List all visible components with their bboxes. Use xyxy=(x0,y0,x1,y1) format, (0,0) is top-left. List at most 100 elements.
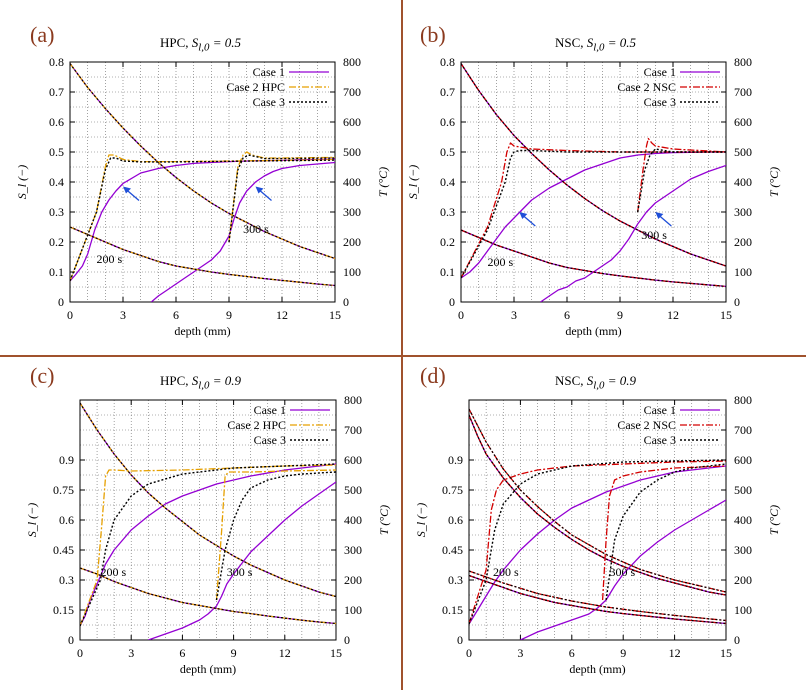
x-tick-label: 0 xyxy=(77,646,83,660)
x-axis-label: depth (mm) xyxy=(565,324,621,338)
title-prefix: HPC, xyxy=(160,373,189,388)
y2-tick-label: 300 xyxy=(734,205,752,219)
series-line-case-2-temperature-overlay xyxy=(461,63,726,267)
y-tick-label: 0.45 xyxy=(442,543,463,557)
y-tick-label: 0.6 xyxy=(49,115,64,129)
x-tick-label: 3 xyxy=(517,646,523,660)
legend-label: Case 1 xyxy=(644,403,676,417)
y-tick-label: 0.4 xyxy=(440,175,455,189)
y2-tick-label: 100 xyxy=(344,603,362,617)
y-tick-label: 0.2 xyxy=(49,235,64,249)
series-line-case-3-temperature-overlay xyxy=(461,63,726,267)
series-line-case-1 xyxy=(150,161,335,302)
y2-tick-label: 400 xyxy=(734,513,752,527)
series-line-case-1 xyxy=(520,499,726,640)
y-tick-label: 0.3 xyxy=(440,205,455,219)
y-axis-label: S_l (−) xyxy=(406,165,420,199)
series-line-case-2-hpc xyxy=(228,151,335,243)
panel-a-letter: (a) xyxy=(30,22,55,47)
series-line-case-3 xyxy=(215,471,336,601)
title-symbol: S xyxy=(191,373,199,388)
series-line-case-3-temperature-overlay xyxy=(461,229,726,287)
title-prefix: NSC, xyxy=(555,373,584,388)
time-annotation: 300 s xyxy=(227,565,253,579)
y2-tick-label: 0 xyxy=(734,295,740,309)
y2-tick-label: 500 xyxy=(734,145,752,159)
title-subscript: l,0 xyxy=(198,379,210,392)
series-line-case-3-temperature-overlay xyxy=(70,226,335,287)
annotation-arrowhead xyxy=(655,212,664,219)
y-tick-label: 0.75 xyxy=(53,483,74,497)
y-tick-label: 0.45 xyxy=(53,543,74,557)
series-group xyxy=(80,402,336,640)
y-tick-label: 0.8 xyxy=(49,55,64,69)
series-line-case-3 xyxy=(461,149,726,279)
legend-label: Case 3 xyxy=(254,433,286,447)
y2-tick-label: 0 xyxy=(734,633,740,647)
panel-d-title: NSC, Sl,0 = 0.9 xyxy=(555,373,636,392)
x-tick-label: 3 xyxy=(128,646,134,660)
legend-label: Case 3 xyxy=(644,95,676,109)
legend-label: Case 3 xyxy=(253,95,285,109)
x-tick-label: 6 xyxy=(564,308,570,322)
y2-tick-label: 400 xyxy=(343,175,361,189)
time-annotation: 200 s xyxy=(97,252,123,266)
horizontal-divider xyxy=(0,355,806,357)
title-subscript: l,0 xyxy=(593,379,605,392)
y-tick-label: 0 xyxy=(68,633,74,647)
title-symbol: S xyxy=(586,373,594,388)
y-tick-label: 0.3 xyxy=(49,205,64,219)
series-line-case-3 xyxy=(605,463,726,601)
series-group xyxy=(469,408,726,640)
series-line-case-2-hpc xyxy=(215,469,336,601)
x-tick-label: 12 xyxy=(276,308,288,322)
y2-tick-label: 100 xyxy=(734,265,752,279)
title-value: = 0.9 xyxy=(212,373,241,388)
legend-label: Case 1 xyxy=(253,65,285,79)
legend-label: Case 2 NSC xyxy=(617,418,676,432)
y2-tick-label: 300 xyxy=(343,205,361,219)
y-axis-label: S_l (−) xyxy=(15,165,29,199)
y2-tick-label: 400 xyxy=(344,513,362,527)
y-tick-label: 0.7 xyxy=(49,85,64,99)
y-axis-label: S_l (−) xyxy=(25,503,39,537)
annotation-arrowhead xyxy=(255,186,264,194)
y-tick-label: 0.75 xyxy=(442,483,463,497)
y-tick-label: 0.9 xyxy=(448,453,463,467)
title-symbol: S xyxy=(586,35,594,50)
y2-tick-label: 700 xyxy=(734,85,752,99)
chart-panel-a: 0 3 6 9 12 1500.10.20.30.40.50.60.70.80100200… xyxy=(15,55,390,338)
series-line-case-1 xyxy=(469,465,726,625)
series-group xyxy=(70,63,335,302)
legend-label: Case 2 HPC xyxy=(227,418,286,432)
title-value: = 0.5 xyxy=(607,35,636,50)
plot-frame xyxy=(468,399,727,641)
y2-tick-label: 200 xyxy=(734,573,752,587)
panel-a-title: HPC, Sl,0 = 0.5 xyxy=(160,35,241,54)
series-line-case-3 xyxy=(469,459,726,625)
series-line-case-3 xyxy=(637,148,726,213)
x-tick-label: 6 xyxy=(569,646,575,660)
panel-d-letter: (d) xyxy=(420,363,446,388)
y2-tick-label: 200 xyxy=(734,235,752,249)
title-symbol: S xyxy=(191,35,199,50)
series-line-case-2-nsc xyxy=(469,460,726,625)
x-tick-label: 12 xyxy=(669,646,681,660)
chart-panel-b: 0 3 6 9 12 1500.10.20.30.40.50.60.70.80100200… xyxy=(406,55,781,338)
series-line-case-2-nsc xyxy=(637,137,726,213)
y-tick-label: 0.3 xyxy=(448,573,463,587)
y2-tick-label: 600 xyxy=(344,453,362,467)
time-annotation: 200 s xyxy=(493,565,519,579)
y2-tick-label: 800 xyxy=(343,55,361,69)
time-annotation: 200 s xyxy=(100,565,126,579)
y-tick-label: 0 xyxy=(457,633,463,647)
panel-b-letter: (b) xyxy=(420,22,446,47)
time-annotation: 200 s xyxy=(488,255,514,269)
y2-tick-label: 600 xyxy=(734,115,752,129)
y-tick-label: 0.6 xyxy=(448,513,463,527)
series-group xyxy=(461,63,726,302)
series-line-case-3-temperature-overlay xyxy=(469,570,726,622)
x-tick-label: 15 xyxy=(330,646,342,660)
